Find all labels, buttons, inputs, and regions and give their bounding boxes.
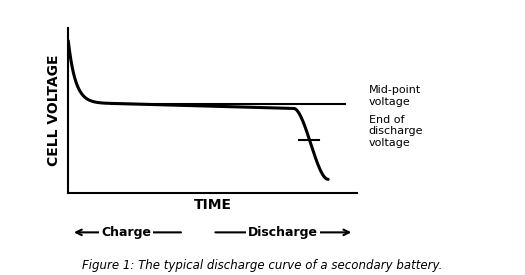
Text: End of
discharge
voltage: End of discharge voltage [369, 115, 423, 148]
Y-axis label: CELL VOLTAGE: CELL VOLTAGE [47, 54, 61, 166]
Text: Discharge: Discharge [248, 226, 318, 239]
Text: Mid-point
voltage: Mid-point voltage [369, 85, 421, 107]
Text: Figure 1: The typical discharge curve of a secondary battery.: Figure 1: The typical discharge curve of… [82, 259, 443, 272]
Text: Charge: Charge [101, 226, 151, 239]
X-axis label: TIME: TIME [194, 198, 232, 212]
